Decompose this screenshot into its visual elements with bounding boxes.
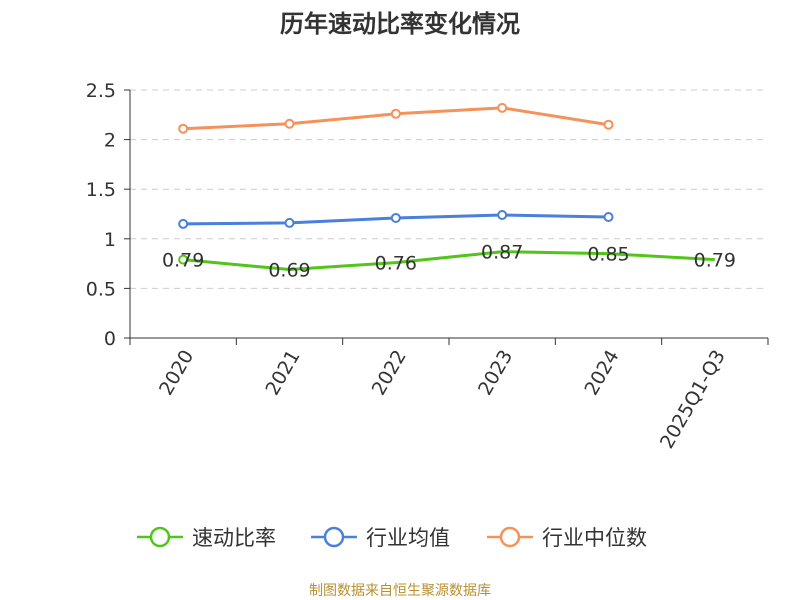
y-tick-label: 1.5 — [86, 179, 116, 201]
legend-label: 速动比率 — [192, 526, 276, 550]
source-note: 制图数据来自恒生聚源数据库 — [309, 583, 491, 599]
data-point[interactable] — [497, 102, 508, 113]
x-tick-label: 2025Q1-Q3 — [656, 346, 730, 452]
data-labels: 0.79 0.69 0.76 0.87 0.85 0.79 — [162, 242, 736, 282]
legend-item[interactable]: 行业中位数 — [487, 526, 647, 550]
data-label: 0.85 — [587, 244, 629, 266]
series — [178, 102, 715, 272]
series-line — [183, 250, 715, 272]
legend-label: 行业均值 — [366, 526, 450, 550]
data-label: 0.87 — [481, 242, 523, 264]
data-point[interactable] — [390, 108, 401, 119]
data-point[interactable] — [284, 217, 295, 228]
legend-item[interactable]: 行业均值 — [311, 526, 450, 550]
legend[interactable]: 速动比率 行业均值 行业中位数 — [137, 526, 647, 550]
data-point[interactable] — [284, 118, 295, 129]
legend-marker — [499, 526, 521, 548]
data-point[interactable] — [178, 218, 189, 229]
legend-label: 行业中位数 — [542, 526, 647, 550]
y-tick-label: 0.5 — [86, 278, 116, 300]
legend-item[interactable]: 速动比率 — [137, 526, 276, 550]
data-point[interactable] — [603, 119, 614, 130]
data-point[interactable] — [390, 212, 401, 223]
x-tick-label: 2022 — [368, 346, 411, 399]
data-point[interactable] — [603, 211, 614, 222]
data-point[interactable] — [178, 254, 189, 265]
grid — [130, 89, 768, 289]
data-label: 0.79 — [162, 250, 204, 272]
y-tick-label: 0 — [104, 328, 116, 350]
data-label: 0.76 — [375, 253, 417, 275]
legend-marker — [323, 526, 345, 548]
x-tick-label: 2021 — [261, 346, 304, 399]
x-tick-label: 2023 — [474, 346, 517, 399]
y-tick-label: 1 — [104, 229, 116, 251]
legend-marker — [149, 526, 171, 548]
y-tick-label: 2 — [104, 130, 116, 152]
x-tick-label: 2024 — [580, 346, 623, 399]
data-label: 0.79 — [694, 250, 736, 272]
chart-title: 历年速动比率变化情况 — [280, 10, 520, 38]
y-tick-label: 2.5 — [86, 80, 116, 102]
data-label: 0.69 — [268, 260, 310, 282]
data-point[interactable] — [178, 123, 189, 134]
x-tick-label: 2020 — [155, 346, 198, 399]
data-point[interactable] — [497, 209, 508, 220]
